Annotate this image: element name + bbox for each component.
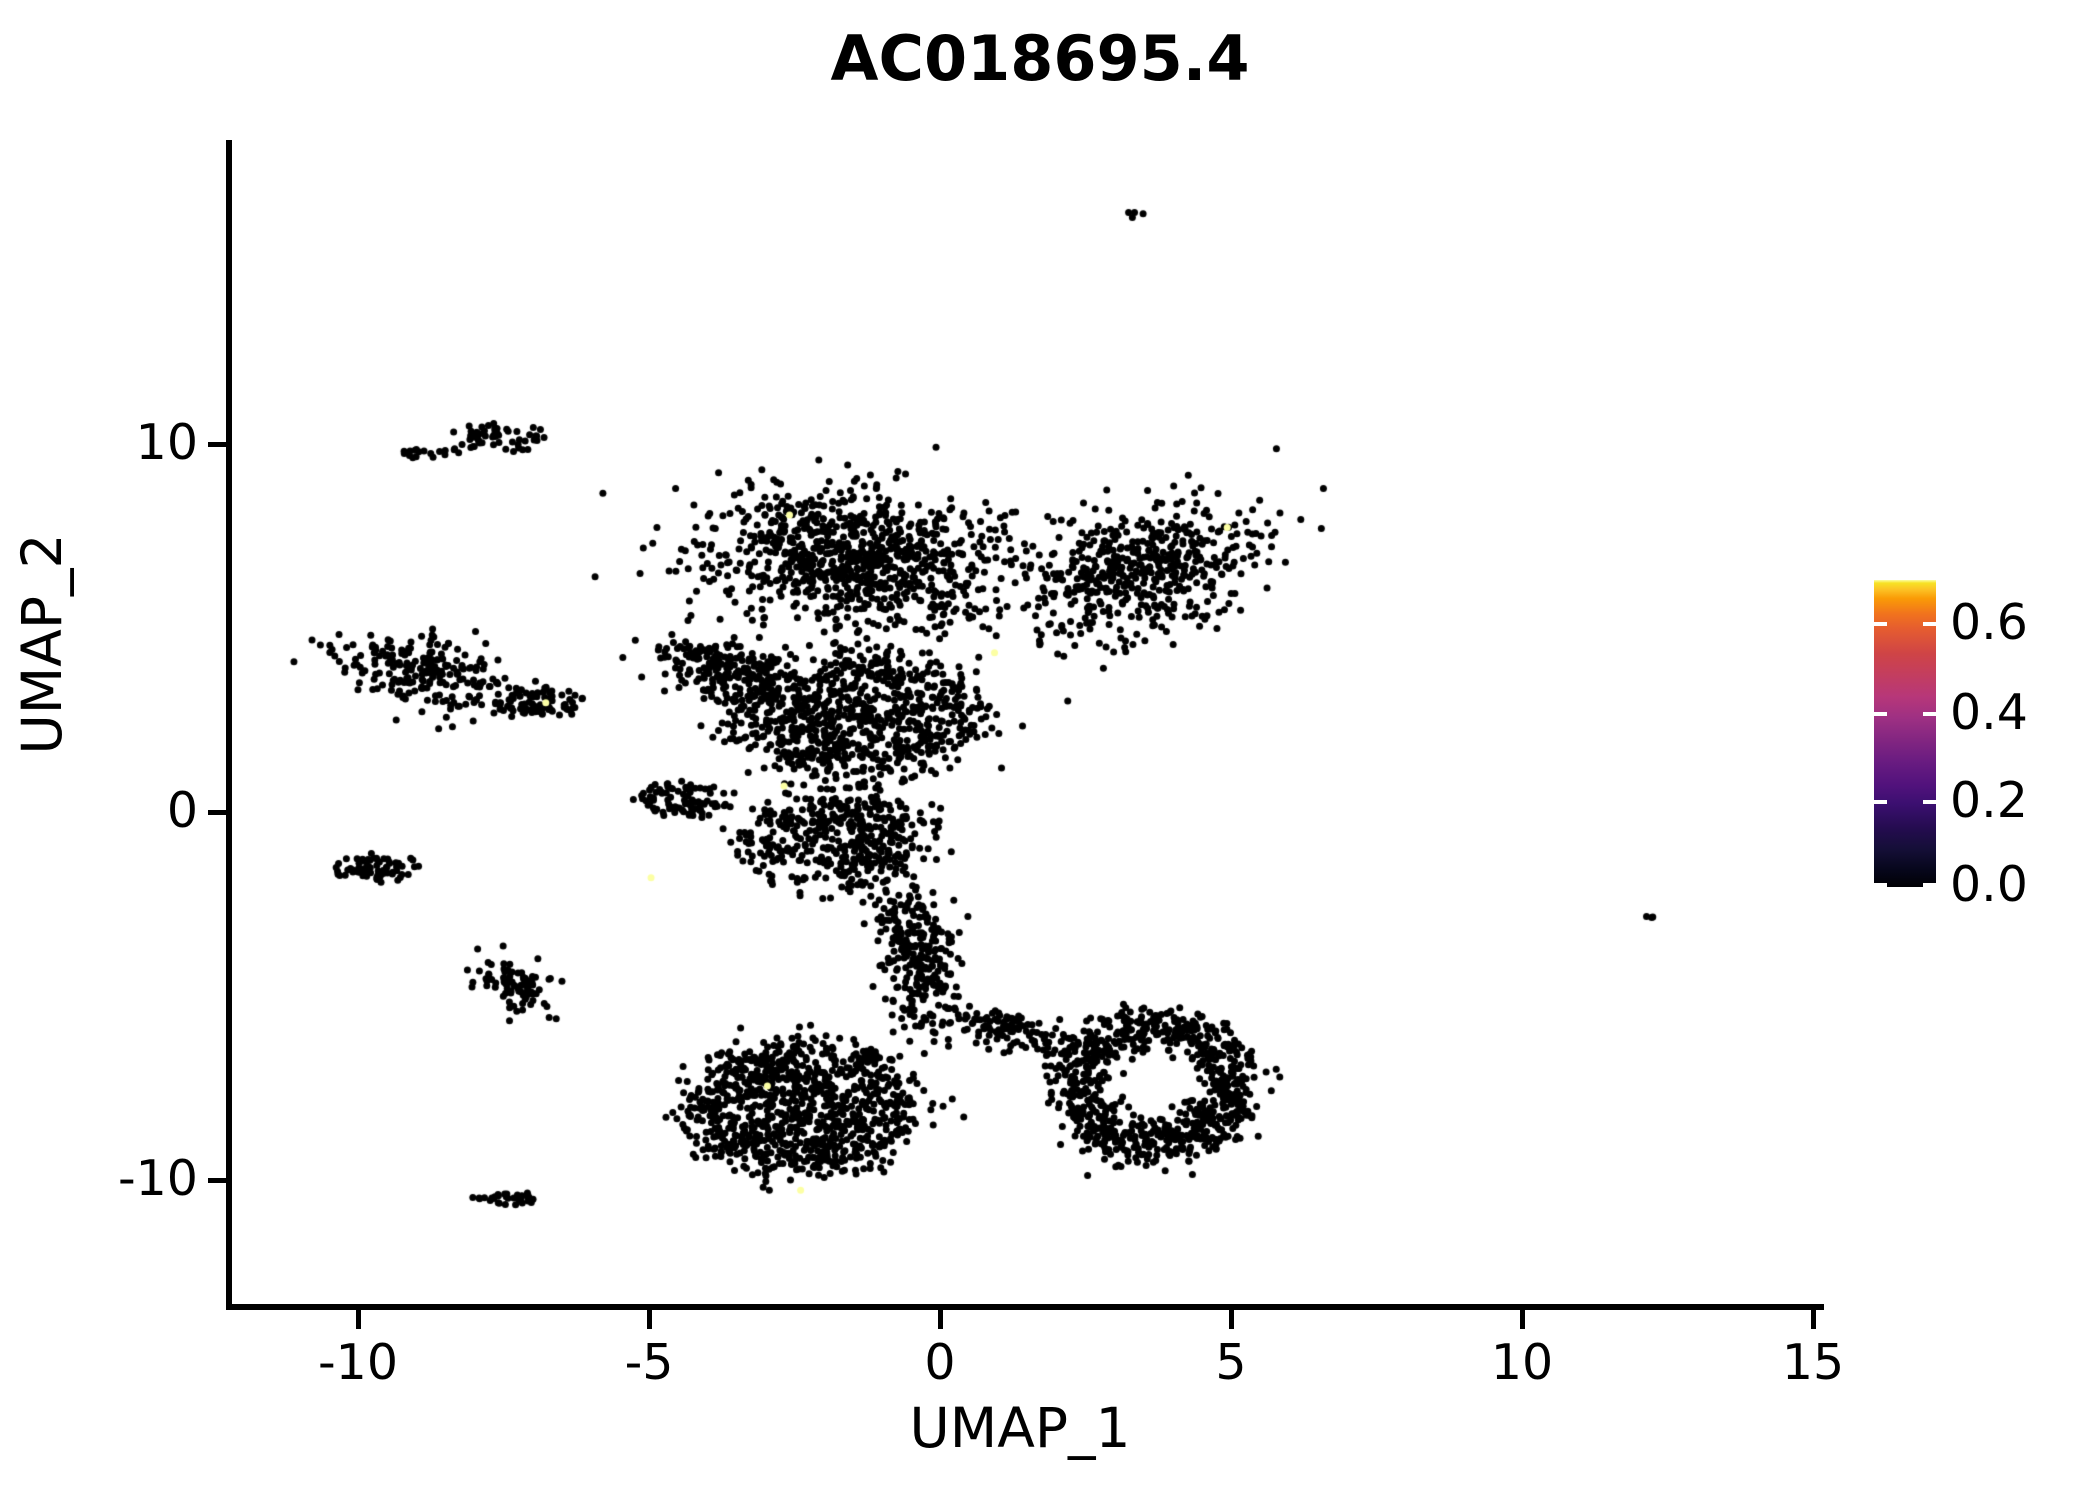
colorbar-tick-mark — [1923, 622, 1936, 626]
colorbar-gradient — [1874, 580, 1936, 887]
x-tick-mark — [356, 1309, 361, 1329]
colorbar-tick-mark — [1874, 800, 1887, 804]
y-tick-mark — [208, 1178, 228, 1183]
colorbar-tick-label: 0.2 — [1950, 772, 2028, 829]
x-tick-mark — [647, 1309, 652, 1329]
y-axis-label: UMAP_2 — [10, 533, 74, 755]
x-tick-label: -5 — [624, 1334, 674, 1391]
x-axis-spine — [226, 1304, 1824, 1310]
y-tick-mark — [208, 810, 228, 815]
colorbar: 0.6 0.4 0.2 0.0 — [1874, 580, 2084, 913]
x-tick-mark — [938, 1309, 943, 1329]
scatter-points-canvas — [230, 140, 1820, 1307]
y-tick-label: 10 — [135, 414, 198, 471]
x-tick-mark — [1520, 1309, 1525, 1329]
page-title: AC018695.4 — [830, 22, 1250, 95]
x-axis-label: UMAP_1 — [909, 1396, 1131, 1460]
colorbar-tick-mark — [1923, 800, 1936, 804]
x-tick-label: 5 — [1215, 1334, 1247, 1391]
x-tick-mark — [1811, 1309, 1816, 1329]
colorbar-tick-label: 0.6 — [1950, 594, 2028, 651]
colorbar-tick-label: 0.0 — [1950, 856, 2028, 913]
colorbar-tick-label: 0.4 — [1950, 684, 2028, 741]
x-tick-label: 15 — [1781, 1334, 1845, 1391]
colorbar-tick-mark — [1874, 712, 1887, 716]
y-tick-label: 0 — [166, 782, 198, 839]
colorbar-tick-mark — [1874, 883, 1887, 887]
plot-area — [230, 140, 1820, 1307]
y-axis-spine — [226, 140, 232, 1310]
y-tick-label: -10 — [117, 1150, 198, 1207]
x-tick-label: -10 — [317, 1334, 399, 1391]
y-tick-mark — [208, 442, 228, 447]
colorbar-tick-mark — [1874, 622, 1887, 626]
x-tick-label: 10 — [1490, 1334, 1554, 1391]
colorbar-tick-mark — [1923, 883, 1936, 887]
colorbar-tick-mark — [1923, 712, 1936, 716]
x-tick-label: 0 — [924, 1334, 956, 1391]
x-tick-mark — [1229, 1309, 1234, 1329]
